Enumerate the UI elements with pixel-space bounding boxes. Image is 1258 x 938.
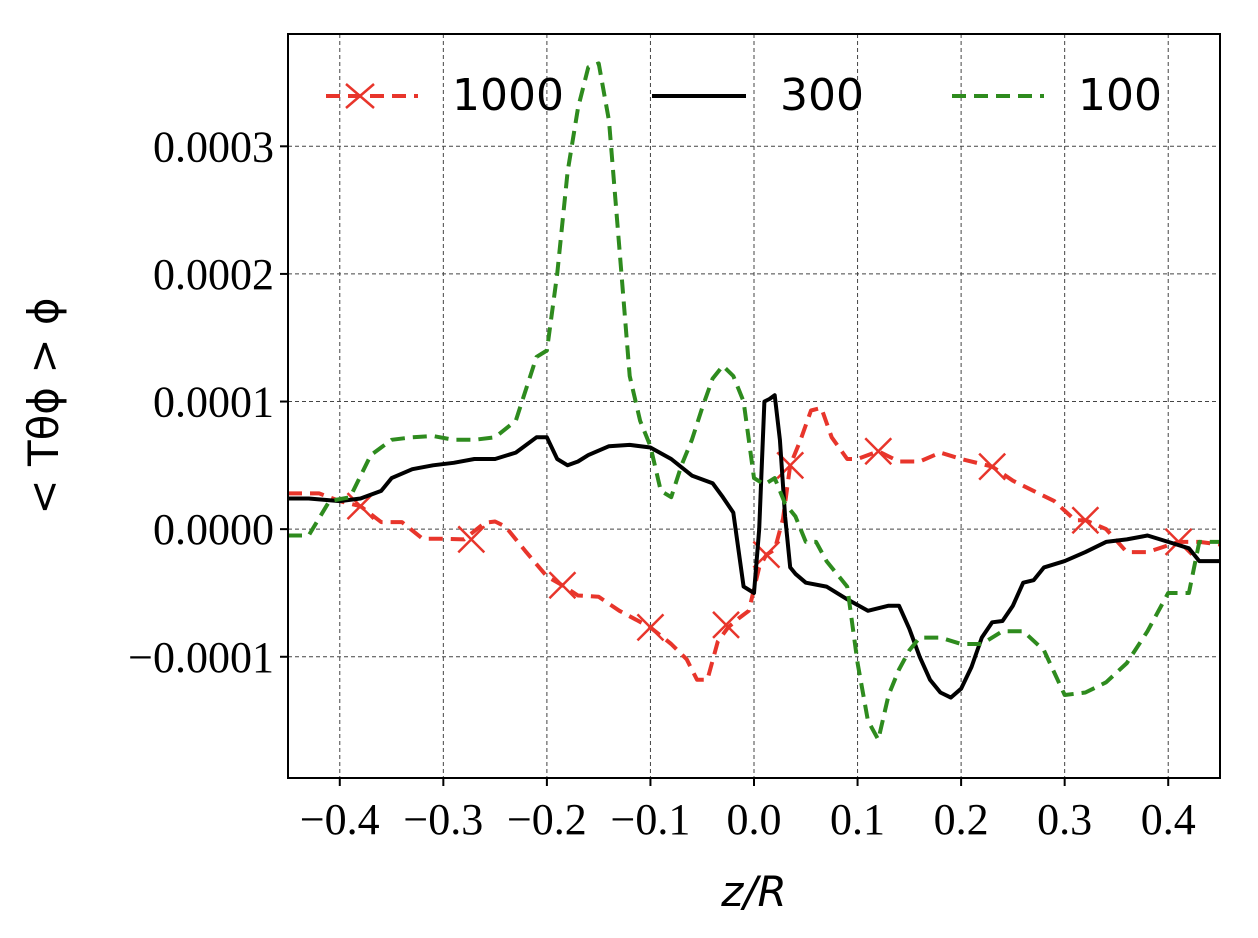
series-layer — [288, 61, 1220, 742]
x-tick-label: 0.1 — [830, 795, 885, 844]
x-tick-label: −0.2 — [507, 795, 587, 844]
series-line-1000 — [288, 405, 1220, 682]
legend-entry-300: 300 — [652, 70, 864, 121]
x-tick-label: 0.2 — [934, 795, 989, 844]
legend-entry-1000: 1000 — [326, 70, 564, 121]
legend-label-100: 100 — [1078, 70, 1162, 121]
x-tick-label: 0.4 — [1141, 795, 1196, 844]
series-marker-1000 — [1164, 528, 1193, 556]
y-tick-label: 0.0000 — [153, 505, 274, 554]
legend-label-300: 300 — [780, 70, 864, 121]
legend-marker-x — [345, 83, 375, 109]
legend-label-1000: 1000 — [452, 70, 564, 121]
y-tick-label: 0.0001 — [153, 378, 274, 427]
x-axis-label: z/R — [720, 867, 786, 916]
axis-ticks: −0.4 −0.3 −0.2 −0.1 0.0 0.1 0.2 0.3 0.4 −0.0001 0.… — [128, 122, 1196, 844]
series-marker-1000 — [712, 610, 740, 639]
series-line-100 — [288, 61, 1220, 742]
y-tick-label: 0.0002 — [153, 250, 274, 299]
series-marker-1000 — [457, 525, 486, 554]
x-tick-label: −0.1 — [611, 795, 691, 844]
series-line-300 — [288, 393, 1220, 700]
y-tick-label: 0.0003 — [153, 122, 274, 171]
series-marker-1000 — [636, 613, 665, 642]
y-axis-label: < Tθϕ > ϕ — [19, 297, 68, 514]
x-tick-label: −0.3 — [403, 795, 483, 844]
series-marker-1000 — [978, 452, 1007, 481]
x-tick-label: −0.4 — [300, 795, 380, 844]
legend: 1000 300 100 — [326, 70, 1162, 121]
x-tick-label: 0.3 — [1037, 795, 1092, 844]
legend-entry-100: 100 — [952, 70, 1162, 121]
series-marker-1000 — [346, 492, 375, 521]
series-marker-1000 — [548, 571, 577, 600]
series-marker-1000 — [1071, 506, 1100, 535]
grid — [288, 34, 1220, 778]
series-marker-1000 — [864, 437, 893, 466]
x-tick-label: 0.0 — [727, 795, 782, 844]
y-tick-label: −0.0001 — [128, 633, 274, 682]
